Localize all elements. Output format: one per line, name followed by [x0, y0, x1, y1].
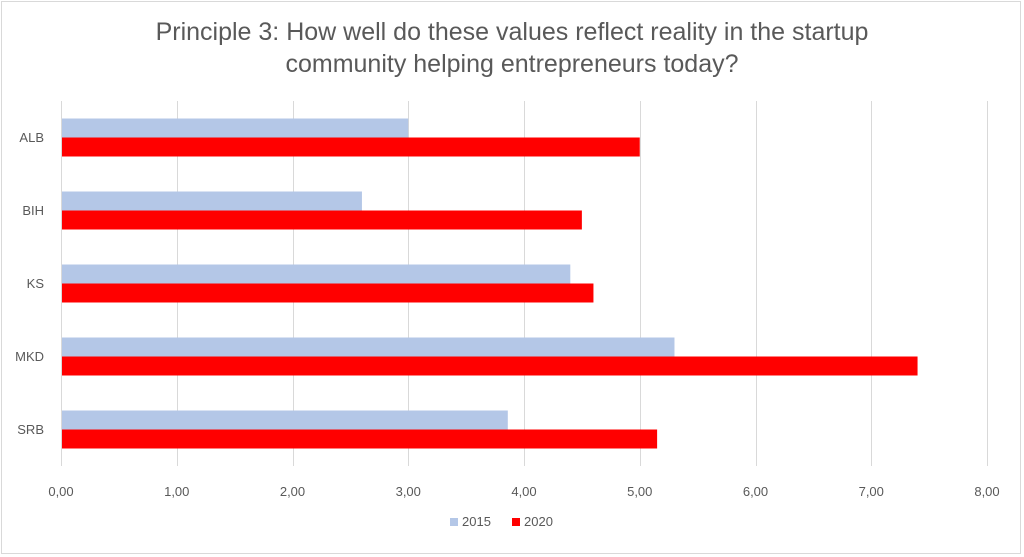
x-tick-label-5: 5,00	[627, 484, 652, 499]
bar-ks-2015	[61, 264, 571, 284]
x-tick-label-7: 7,00	[859, 484, 884, 499]
x-tick-label-8: 8,00	[974, 484, 999, 499]
y-tick-label-alb: ALB	[19, 130, 44, 145]
bar-alb-2020	[61, 137, 640, 157]
chart-title: Principle 3: How well do these values re…	[2, 16, 1022, 80]
bar-mkd-2015	[61, 337, 675, 357]
bar-srb-2015	[61, 410, 508, 430]
x-tick-label-0: 0,00	[48, 484, 73, 499]
bar-bih-2015	[61, 191, 362, 211]
legend-label-2015: 2015	[462, 514, 491, 529]
bar-ks-2020	[61, 283, 594, 303]
legend-swatch-2015	[450, 518, 458, 526]
y-tick-label-srb: SRB	[17, 422, 44, 437]
chart-title-line-2: community helping entrepreneurs today?	[285, 50, 739, 78]
y-tick-label-bih: BIH	[22, 203, 44, 218]
y-tick-label-ks: KS	[27, 276, 45, 291]
x-tick-label-6: 6,00	[743, 484, 768, 499]
x-tick-label-1: 1,00	[164, 484, 189, 499]
bar-bih-2020	[61, 210, 582, 230]
y-tick-label-mkd: MKD	[15, 349, 44, 364]
chart-title-line-1: Principle 3: How well do these values re…	[155, 18, 869, 46]
bar-mkd-2020	[61, 356, 918, 376]
x-tick-label-3: 3,00	[396, 484, 421, 499]
bar-srb-2020	[61, 429, 658, 449]
x-tick-label-4: 4,00	[511, 484, 536, 499]
x-tick-label-2: 2,00	[280, 484, 305, 499]
legend-label-2020: 2020	[524, 514, 553, 529]
legend-swatch-2020	[512, 518, 520, 526]
bar-alb-2015	[61, 118, 409, 138]
